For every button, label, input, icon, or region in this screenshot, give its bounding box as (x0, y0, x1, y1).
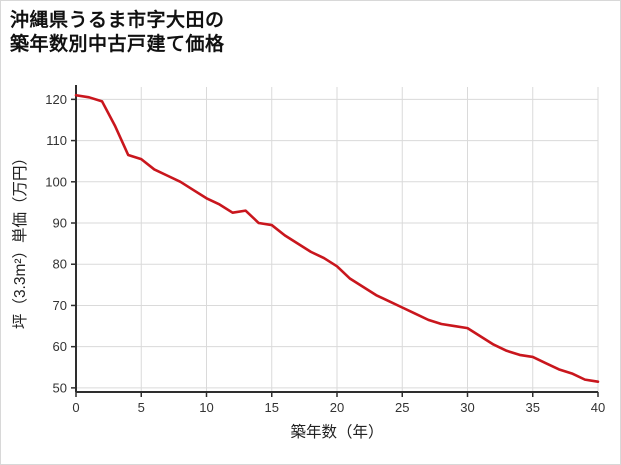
y-tick-label: 110 (46, 133, 67, 148)
chart-title-line1: 沖縄県うるま市字大田の (10, 10, 225, 31)
x-tick-label: 20 (330, 400, 344, 415)
x-tick-label: 30 (460, 400, 474, 415)
price-line-chart: 50 60 70 80 90 100 110 120 0 5 10 15 20 25 30 35 40 築年数（年… (11, 85, 605, 441)
x-tick-label: 0 (72, 400, 79, 415)
x-tick-label: 5 (138, 400, 145, 415)
x-axis-title: 築年数（年） (290, 423, 383, 441)
x-tick-label: 25 (395, 400, 409, 415)
y-tick-label: 90 (53, 216, 67, 231)
x-tick-label: 15 (265, 400, 279, 415)
x-tick-label: 35 (526, 400, 540, 415)
chart-title: 沖縄県うるま市字大田の 築年数別中古戸建て価格 (10, 9, 225, 57)
y-tick-label: 70 (53, 298, 67, 313)
y-axis-title: 坪（3.3m²）単価（万円） (11, 150, 29, 329)
price-line-series (74, 93, 600, 383)
y-tick-label: 100 (45, 174, 67, 189)
chart-title-line2: 築年数別中古戸建て価格 (10, 33, 225, 55)
x-tick-label: 40 (591, 400, 605, 415)
y-tick-label: 120 (45, 92, 67, 107)
x-tick-label: 10 (199, 400, 213, 415)
y-tick-label: 80 (53, 257, 67, 272)
y-tick-label: 50 (53, 380, 67, 395)
y-tick-label: 60 (53, 339, 67, 354)
